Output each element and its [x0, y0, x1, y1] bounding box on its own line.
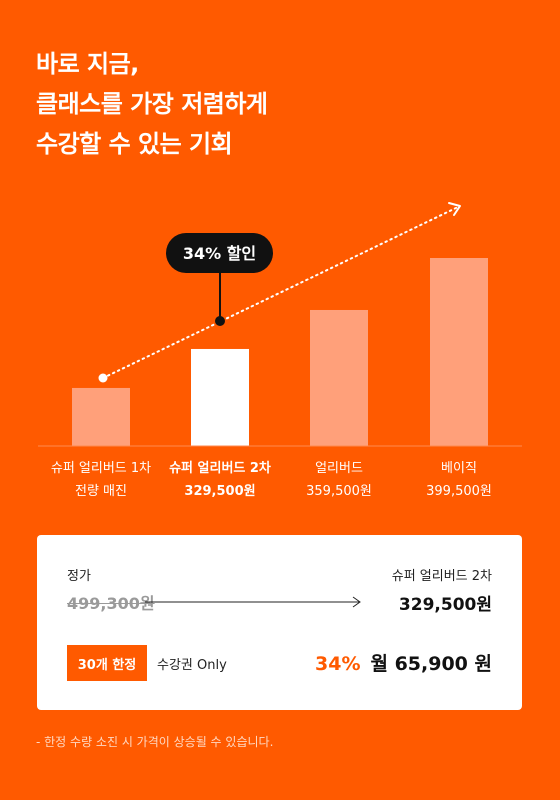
- trend-start-dot: [98, 373, 108, 383]
- monthly-price: 34% 월 65,900 원: [315, 649, 492, 676]
- category-name: 슈퍼 얼리버드 1차: [50, 461, 152, 476]
- category-price: 329,500원: [184, 484, 256, 499]
- product-price: 329,500원: [398, 595, 492, 615]
- pass-label: 수강권 Only: [157, 658, 227, 673]
- bar-4: [430, 258, 488, 446]
- category-price: 전량 매진: [75, 484, 127, 499]
- regular-price-label: 정가: [67, 569, 91, 584]
- bar-1: [72, 387, 130, 446]
- footnote: - 한정 수량 소진 시 가격이 상승될 수 있습니다.: [36, 735, 274, 749]
- limited-badge: 30개 한정: [67, 645, 147, 681]
- headline: 바로 지금, 클래스를 가장 저렴하게 수강할 수 있는 기회: [36, 44, 268, 164]
- bar-2: [191, 348, 249, 446]
- trend-arrow-icon: [448, 202, 461, 216]
- headline-line-1: 바로 지금,: [36, 50, 139, 78]
- arrow-right-icon: [145, 596, 361, 608]
- trend-line: [102, 206, 459, 379]
- callout-badge: [166, 233, 273, 273]
- category-name: 베이직: [441, 461, 477, 476]
- discount-percent: 34%: [315, 653, 361, 675]
- callout-dot: [215, 316, 225, 326]
- pricing-card: 정가 499,300원 슈퍼 얼리버드 2차 329,500원 30개 한정 수…: [37, 535, 522, 710]
- bar-3: [310, 309, 368, 446]
- callout-text: 34% 할인: [183, 244, 256, 263]
- price-chart: 34% 할인: [38, 202, 522, 447]
- headline-line-3: 수강할 수 있는 기회: [36, 130, 233, 158]
- category-label-2: 슈퍼 얼리버드 2차 329,500원: [155, 457, 285, 503]
- headline-line-2: 클래스를 가장 저렴하게: [36, 90, 268, 118]
- category-label-3: 얼리버드 359,500원: [274, 457, 404, 503]
- category-name: 슈퍼 얼리버드 2차: [169, 461, 271, 476]
- product-label: 슈퍼 얼리버드 2차: [391, 569, 492, 584]
- category-price: 359,500원: [306, 484, 372, 499]
- category-label-4: 베이직 399,500원: [394, 457, 524, 503]
- monthly-amount: 월 65,900 원: [370, 653, 492, 675]
- regular-price: 499,300원: [67, 594, 155, 613]
- category-price: 399,500원: [426, 484, 492, 499]
- category-name: 얼리버드: [315, 461, 363, 476]
